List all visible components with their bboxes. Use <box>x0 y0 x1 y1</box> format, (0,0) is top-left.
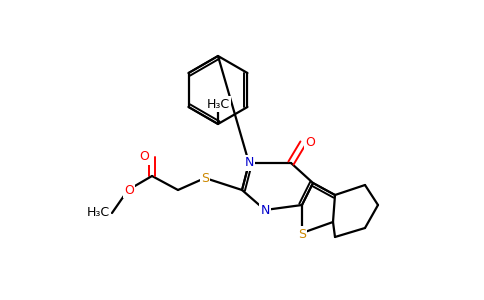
Text: S: S <box>298 227 306 241</box>
Text: O: O <box>124 184 134 196</box>
Text: H₃C: H₃C <box>87 206 109 220</box>
Text: N: N <box>260 203 270 217</box>
Text: H₃C: H₃C <box>207 98 229 110</box>
Text: S: S <box>201 172 209 184</box>
Text: O: O <box>305 136 315 149</box>
Text: N: N <box>244 157 254 169</box>
Text: O: O <box>139 151 149 164</box>
